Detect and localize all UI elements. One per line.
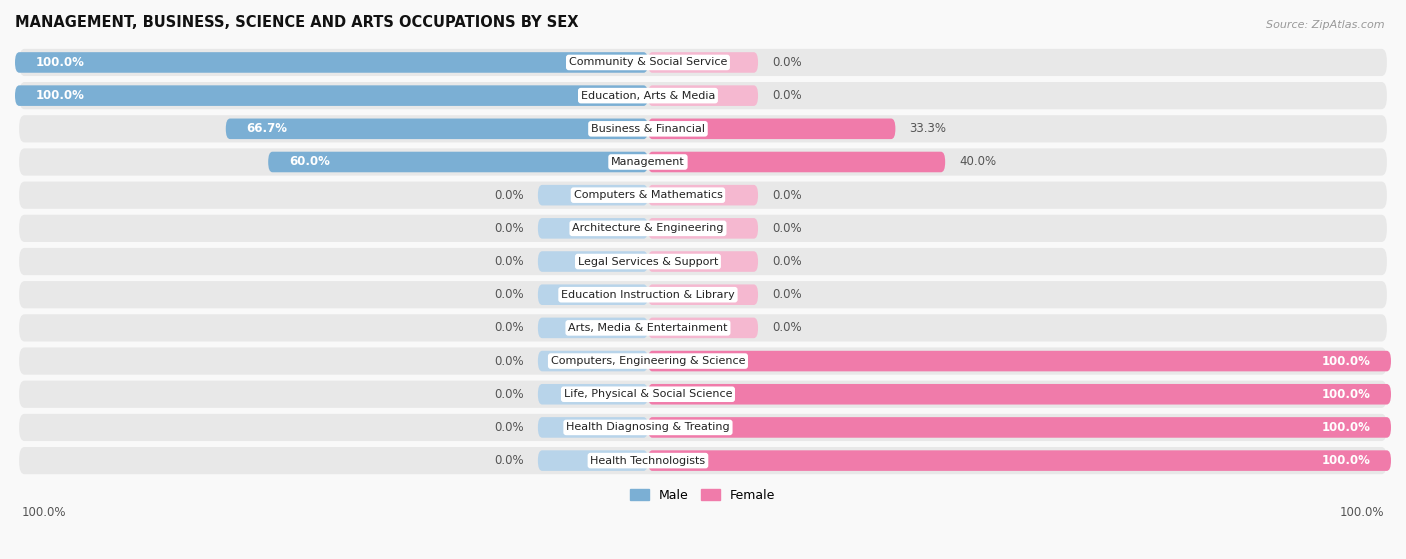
FancyBboxPatch shape [20, 447, 1386, 474]
FancyBboxPatch shape [648, 318, 758, 338]
FancyBboxPatch shape [269, 151, 648, 172]
Text: Architecture & Engineering: Architecture & Engineering [572, 224, 724, 233]
Text: 100.0%: 100.0% [1322, 421, 1371, 434]
Legend: Male, Female: Male, Female [626, 484, 780, 507]
FancyBboxPatch shape [648, 384, 1391, 405]
FancyBboxPatch shape [538, 318, 648, 338]
Text: Computers, Engineering & Science: Computers, Engineering & Science [551, 356, 745, 366]
FancyBboxPatch shape [648, 451, 1391, 471]
Text: 40.0%: 40.0% [959, 155, 995, 168]
FancyBboxPatch shape [20, 115, 1386, 143]
FancyBboxPatch shape [538, 185, 648, 206]
Text: Education, Arts & Media: Education, Arts & Media [581, 91, 716, 101]
Text: 0.0%: 0.0% [772, 288, 801, 301]
Text: 0.0%: 0.0% [772, 321, 801, 334]
Text: 66.7%: 66.7% [246, 122, 287, 135]
FancyBboxPatch shape [648, 86, 758, 106]
Text: 33.3%: 33.3% [910, 122, 946, 135]
FancyBboxPatch shape [648, 218, 758, 239]
FancyBboxPatch shape [20, 348, 1386, 375]
Text: 100.0%: 100.0% [1340, 506, 1384, 519]
FancyBboxPatch shape [20, 148, 1386, 176]
Text: 0.0%: 0.0% [772, 222, 801, 235]
Text: 100.0%: 100.0% [35, 56, 84, 69]
Text: Health Diagnosing & Treating: Health Diagnosing & Treating [567, 423, 730, 433]
Text: 0.0%: 0.0% [495, 388, 524, 401]
FancyBboxPatch shape [648, 417, 1391, 438]
Text: 0.0%: 0.0% [772, 56, 801, 69]
Text: 60.0%: 60.0% [288, 155, 329, 168]
FancyBboxPatch shape [538, 218, 648, 239]
Text: Management: Management [612, 157, 685, 167]
FancyBboxPatch shape [648, 185, 758, 206]
FancyBboxPatch shape [538, 451, 648, 471]
FancyBboxPatch shape [20, 414, 1386, 441]
FancyBboxPatch shape [538, 351, 648, 371]
Text: 0.0%: 0.0% [772, 189, 801, 202]
Text: Computers & Mathematics: Computers & Mathematics [574, 190, 723, 200]
Text: Community & Social Service: Community & Social Service [569, 58, 727, 68]
Text: Life, Physical & Social Science: Life, Physical & Social Science [564, 389, 733, 399]
FancyBboxPatch shape [20, 281, 1386, 309]
Text: 0.0%: 0.0% [495, 421, 524, 434]
Text: 100.0%: 100.0% [1322, 454, 1371, 467]
Text: 100.0%: 100.0% [22, 506, 66, 519]
FancyBboxPatch shape [538, 417, 648, 438]
FancyBboxPatch shape [15, 52, 648, 73]
Text: Source: ZipAtlas.com: Source: ZipAtlas.com [1267, 20, 1385, 30]
Text: MANAGEMENT, BUSINESS, SCIENCE AND ARTS OCCUPATIONS BY SEX: MANAGEMENT, BUSINESS, SCIENCE AND ARTS O… [15, 15, 578, 30]
FancyBboxPatch shape [20, 215, 1386, 242]
Text: 0.0%: 0.0% [495, 288, 524, 301]
Text: Education Instruction & Library: Education Instruction & Library [561, 290, 735, 300]
Text: 0.0%: 0.0% [495, 321, 524, 334]
Text: Arts, Media & Entertainment: Arts, Media & Entertainment [568, 323, 728, 333]
FancyBboxPatch shape [20, 381, 1386, 408]
FancyBboxPatch shape [648, 251, 758, 272]
Text: 0.0%: 0.0% [495, 354, 524, 368]
Text: 100.0%: 100.0% [1322, 388, 1371, 401]
Text: 0.0%: 0.0% [772, 255, 801, 268]
Text: 0.0%: 0.0% [495, 222, 524, 235]
FancyBboxPatch shape [15, 86, 648, 106]
FancyBboxPatch shape [648, 119, 896, 139]
FancyBboxPatch shape [20, 182, 1386, 209]
Text: 0.0%: 0.0% [772, 89, 801, 102]
FancyBboxPatch shape [20, 49, 1386, 76]
FancyBboxPatch shape [226, 119, 648, 139]
FancyBboxPatch shape [538, 285, 648, 305]
FancyBboxPatch shape [648, 151, 945, 172]
FancyBboxPatch shape [648, 351, 1391, 371]
Text: 100.0%: 100.0% [1322, 354, 1371, 368]
FancyBboxPatch shape [20, 248, 1386, 275]
FancyBboxPatch shape [538, 384, 648, 405]
Text: Business & Financial: Business & Financial [591, 124, 704, 134]
Text: Health Technologists: Health Technologists [591, 456, 706, 466]
Text: 0.0%: 0.0% [495, 255, 524, 268]
FancyBboxPatch shape [20, 82, 1386, 109]
Text: 0.0%: 0.0% [495, 454, 524, 467]
FancyBboxPatch shape [648, 52, 758, 73]
FancyBboxPatch shape [20, 314, 1386, 342]
FancyBboxPatch shape [648, 285, 758, 305]
Text: Legal Services & Support: Legal Services & Support [578, 257, 718, 267]
Text: 100.0%: 100.0% [35, 89, 84, 102]
FancyBboxPatch shape [538, 251, 648, 272]
Text: 0.0%: 0.0% [495, 189, 524, 202]
